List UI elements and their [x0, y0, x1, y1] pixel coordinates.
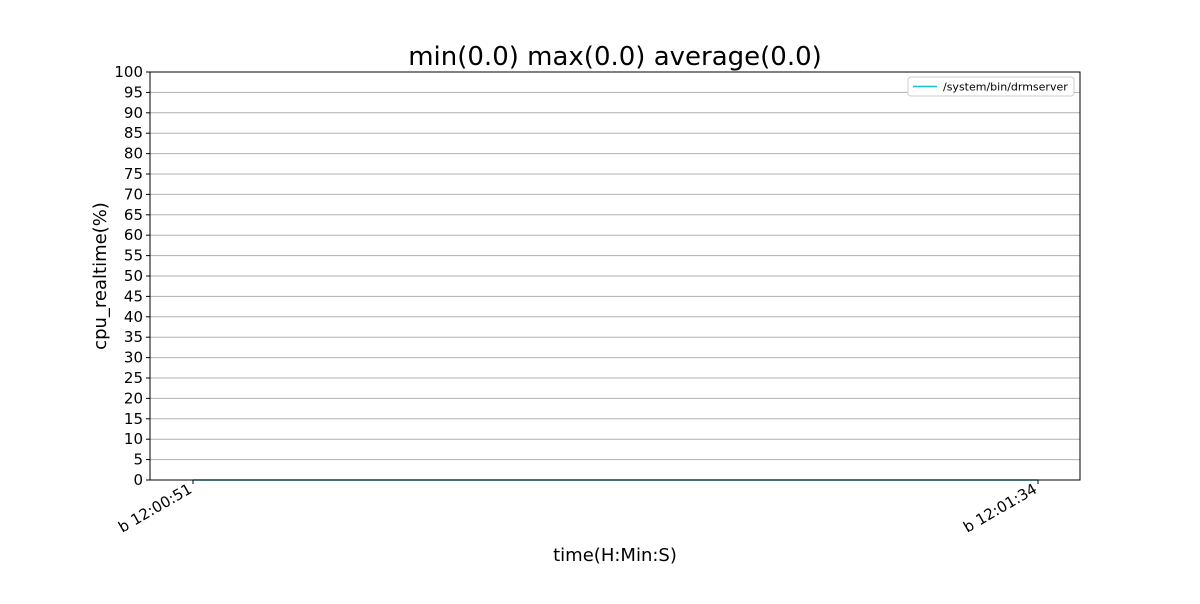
y-tick-label: 45: [124, 287, 143, 305]
y-tick-label: 40: [124, 308, 143, 326]
y-tick-label: 60: [124, 226, 143, 244]
y-tick-label: 85: [124, 124, 143, 142]
y-tick-label: 50: [124, 267, 143, 285]
legend-box: [907, 76, 1075, 97]
y-tick-label: 25: [124, 369, 143, 387]
y-tick-label: 5: [133, 451, 143, 469]
x-tick-label: b 12:01:34: [960, 480, 1040, 536]
chart-title: min(0.0) max(0.0) average(0.0): [408, 42, 822, 72]
y-tick-label: 10: [124, 430, 143, 448]
y-axis-label: cpu_realtime(%): [90, 202, 111, 350]
y-tick-label: 90: [124, 104, 143, 122]
y-tick-label: 30: [124, 349, 143, 367]
y-tick-label: 55: [124, 247, 143, 265]
x-axis-label: time(H:Min:S): [553, 545, 677, 566]
y-tick-label: 65: [124, 206, 143, 224]
x-axis: b 12:00:51 b 12:01:34: [115, 480, 1040, 536]
y-tick-label: 75: [124, 165, 143, 183]
legend: /system/bin/drmserver: [907, 76, 1075, 97]
y-tick-label: 0: [133, 471, 143, 489]
grid: [150, 91, 1080, 461]
y-tick-label: 95: [124, 83, 143, 101]
x-tick-label: b 12:00:51: [115, 480, 195, 536]
y-tick-label: 20: [124, 389, 143, 407]
legend-label: /system/bin/drmserver: [943, 81, 1068, 94]
y-axis: 0 5 10 15 20 25 30 35 40 45 50 55 60 65 70 75 80 85 90 95 10…: [114, 63, 150, 489]
y-tick-label: 80: [124, 145, 143, 163]
y-tick-label: 70: [124, 185, 143, 203]
y-tick-label: 35: [124, 328, 143, 346]
y-tick-label: 15: [124, 410, 143, 428]
y-tick-label: 100: [114, 63, 143, 81]
